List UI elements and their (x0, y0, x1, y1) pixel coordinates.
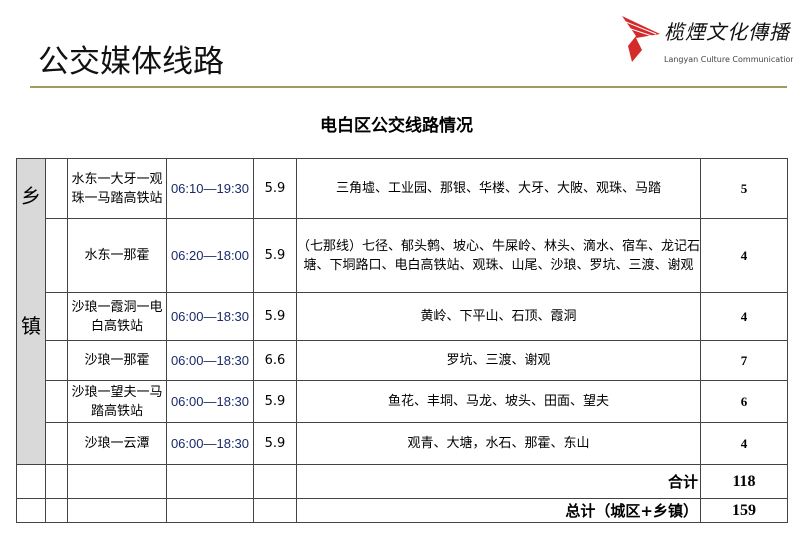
stops: 鱼花、丰垌、马龙、坡头、田面、望夫 (296, 380, 701, 423)
table-row: 水东一那霍 06:20—18:00 5.9 （七那线）七径、郁头鹩、坡心、牛屎岭… (17, 218, 788, 293)
logo-text: 榄煙文化傳播 (664, 20, 790, 44)
blank-cell (45, 380, 68, 423)
table-row: 沙琅一霞洞一电白高铁站 06:00—18:30 5.9 黄岭、下平山、石顶、霞洞… (17, 292, 788, 341)
count: 7 (700, 340, 788, 381)
logo-subtext: Langyan Culture Communication (664, 55, 793, 64)
route-name: 沙琅一望夫一马踏高铁站 (67, 380, 167, 423)
blank-cell (253, 464, 297, 499)
count: 5 (700, 158, 788, 219)
count: 4 (700, 218, 788, 293)
route-name: 水东一大牙一观珠一马踏高铁站 (67, 158, 167, 219)
route-name: 沙琅一那霍 (67, 340, 167, 381)
fare: 6.6 (253, 340, 297, 381)
blank-cell (45, 292, 68, 341)
service-time: 06:00—18:30 (166, 292, 254, 341)
category-char: 乡 (21, 183, 41, 208)
blank-cell (45, 218, 68, 293)
stops: 罗坑、三渡、谢观 (296, 340, 701, 381)
total-label: 总计（城区+乡镇） (296, 498, 701, 523)
stops: 黄岭、下平山、石顶、霞洞 (296, 292, 701, 341)
total-value: 159 (700, 498, 788, 523)
service-time: 06:00—18:30 (166, 340, 254, 381)
logo: 榄煙文化傳播 Langyan Culture Communication (622, 14, 793, 68)
title-divider (30, 86, 787, 88)
subtotal-value: 118 (700, 464, 788, 499)
fare: 5.9 (253, 158, 297, 219)
blank-cell (67, 498, 167, 523)
count: 4 (700, 422, 788, 465)
route-name: 水东一那霍 (67, 218, 167, 293)
category-cell: 乡 镇 (16, 158, 46, 465)
service-time: 06:00—18:30 (166, 422, 254, 465)
category-char: 镇 (21, 313, 41, 338)
fare: 5.9 (253, 218, 297, 293)
count: 6 (700, 380, 788, 423)
blank-cell (166, 464, 254, 499)
route-name: 沙琅一霞洞一电白高铁站 (67, 292, 167, 341)
fare: 5.9 (253, 422, 297, 465)
page-title: 公交媒体线路 (38, 44, 224, 80)
service-time: 06:10—19:30 (166, 158, 254, 219)
blank-cell (45, 158, 68, 219)
blank-cell (253, 498, 297, 523)
blank-cell (166, 498, 254, 523)
bus-route-table: 乡 镇 水东一大牙一观珠一马踏高铁站 06:10—19:30 5.9 三角墟、工… (16, 158, 788, 523)
route-name: 沙琅一云潭 (67, 422, 167, 465)
stops: 观青、大塘，水石、那霍、东山 (296, 422, 701, 465)
blank-cell (45, 464, 68, 499)
blank-cell (16, 498, 46, 523)
table-row: 乡 镇 水东一大牙一观珠一马踏高铁站 06:10—19:30 5.9 三角墟、工… (16, 158, 788, 465)
logo-wing-icon (622, 16, 660, 62)
blank-cell (45, 498, 68, 523)
service-time: 06:20—18:00 (166, 218, 254, 293)
total-row: 总计（城区+乡镇） 159 (16, 498, 788, 523)
table-row: 沙琅一那霍 06:00—18:30 6.6 罗坑、三渡、谢观 7 (17, 340, 788, 381)
count: 4 (700, 292, 788, 341)
table-row: 沙琅一云潭 06:00—18:30 5.9 观青、大塘，水石、那霍、东山 4 (17, 422, 788, 465)
fare: 5.9 (253, 380, 297, 423)
table-title: 电白区公交线路情况 (320, 116, 473, 136)
blank-cell (16, 464, 46, 499)
stops: （七那线）七径、郁头鹩、坡心、牛屎岭、林头、滴水、宿车、龙记石塘、下垌路口、电白… (296, 218, 701, 293)
fare: 5.9 (253, 292, 297, 341)
subtotal-label: 合计 (296, 464, 701, 499)
service-time: 06:00—18:30 (166, 380, 254, 423)
blank-cell (45, 422, 68, 465)
subtotal-row: 合计 118 (16, 464, 788, 499)
table-row: 沙琅一望夫一马踏高铁站 06:00—18:30 5.9 鱼花、丰垌、马龙、坡头、… (17, 380, 788, 423)
blank-cell (67, 464, 167, 499)
blank-cell (45, 340, 68, 381)
stops: 三角墟、工业园、那银、华楼、大牙、大陂、观珠、马踏 (296, 158, 701, 219)
